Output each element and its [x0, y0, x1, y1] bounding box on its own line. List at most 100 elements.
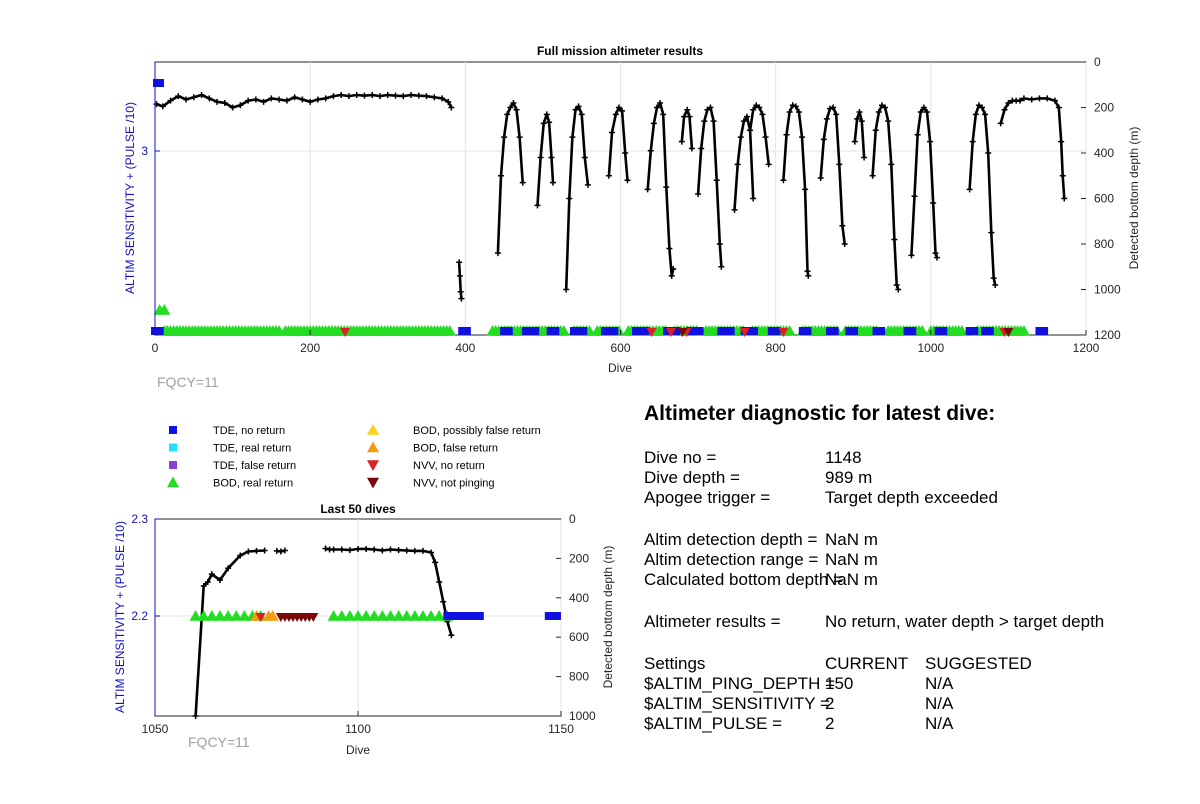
depth-point — [384, 91, 391, 98]
depth-point — [361, 92, 368, 99]
setting-suggested: N/A — [925, 694, 954, 713]
depth-point — [355, 545, 361, 552]
depth-point — [504, 111, 511, 118]
depth-point — [826, 105, 833, 112]
tde-no-return-marker — [934, 327, 943, 335]
diagnostic-title: Altimeter diagnostic for latest dive: — [644, 402, 996, 425]
depth-point — [718, 263, 725, 270]
top-ylabel-right: Detected bottom depth (m) — [1127, 127, 1141, 270]
x-tick-label: 1050 — [142, 722, 169, 736]
depth-point — [858, 118, 865, 125]
depth-series-line — [910, 106, 939, 259]
tde-no-return-marker — [636, 327, 645, 335]
depth-point — [615, 104, 622, 111]
depth-point — [666, 245, 673, 252]
bod-real-return-marker — [327, 610, 340, 621]
depth-point — [516, 134, 523, 141]
bod-real-return-marker — [360, 610, 373, 621]
depth-point — [198, 91, 205, 98]
depth-point — [584, 181, 591, 188]
x-tick-label: 200 — [300, 341, 320, 355]
tde-no-return-marker — [443, 612, 452, 620]
depth-point — [456, 272, 463, 279]
depth-point — [338, 546, 345, 553]
depth-point — [707, 104, 714, 111]
bod-real-return-marker — [153, 304, 166, 315]
bod-real-return-marker — [783, 325, 796, 336]
depth-point — [268, 95, 275, 102]
calc-bottom-label: Calculated bottom depth = — [644, 570, 843, 589]
depth-point — [740, 118, 747, 125]
tde-no-return-marker — [544, 612, 553, 620]
depth-point — [423, 93, 430, 100]
y-right-tick-label: 600 — [569, 630, 589, 644]
bod-real-return-marker — [238, 610, 251, 621]
bottom-xlabel: Dive — [346, 743, 370, 757]
depth-point — [548, 154, 555, 161]
depth-point — [820, 136, 827, 143]
depth-point — [237, 102, 244, 109]
depth-point — [330, 93, 337, 100]
depth-point — [1055, 104, 1062, 111]
bottom-ylabel-left: ALTIM SENSITIVITY + (PULSE /10) — [113, 521, 127, 713]
depth-point — [789, 102, 796, 109]
setting-row: $ALTIM_SENSITIVITY = 2 N/A — [644, 694, 1184, 714]
last-50-dives-chart: Last 50 dives Dive ALTIM SENSITIVITY + (… — [113, 502, 615, 757]
depth-point — [934, 254, 941, 261]
depth-point — [322, 95, 329, 102]
legend-label: TDE, no return — [213, 425, 285, 437]
depth-point — [914, 131, 921, 138]
bod-real-return-marker — [916, 325, 929, 336]
top-chart-title: Full mission altimeter results — [537, 44, 703, 58]
depth-point — [839, 222, 846, 229]
calc-bottom-value: NaN m — [825, 570, 878, 589]
depth-point — [498, 172, 505, 179]
suggested-header: SUGGESTED — [925, 654, 1032, 673]
x-tick-label: 1200 — [1073, 341, 1100, 355]
tde-no-return-marker — [825, 327, 834, 335]
depth-series-line — [457, 262, 463, 299]
detect-depth-label: Altim detection depth = — [644, 530, 818, 549]
depth-point — [972, 111, 979, 118]
y-right-tick-label: 1200 — [1094, 328, 1121, 342]
apogee-label: Apogee trigger = — [644, 488, 771, 507]
tde-no-return-marker — [451, 612, 460, 620]
depth-point — [979, 104, 986, 111]
tde-no-return-marker — [850, 327, 859, 335]
depth-point — [534, 202, 541, 209]
bod-real-return-marker — [416, 610, 429, 621]
depth-point — [261, 547, 268, 554]
depth-point — [192, 713, 199, 719]
y-right-tick-label: 1000 — [1094, 283, 1121, 297]
depth-point — [252, 96, 259, 103]
top-data-layer — [151, 79, 1068, 337]
depth-point — [805, 272, 812, 279]
legend-label: TDE, false return — [213, 460, 296, 472]
depth-point — [291, 94, 298, 101]
depth-point — [229, 104, 236, 111]
y-right-tick-label: 800 — [1094, 237, 1114, 251]
depth-point — [428, 549, 435, 556]
depth-series-line — [968, 103, 997, 286]
depth-point — [747, 127, 754, 134]
y-right-tick-label: 600 — [1094, 192, 1114, 206]
legend-marker-triangle-up — [367, 441, 379, 453]
tde-no-return-marker — [641, 327, 650, 335]
depth-point — [701, 118, 708, 125]
depth-point — [376, 93, 383, 100]
depth-series-line — [646, 101, 675, 278]
depth-point — [765, 161, 772, 168]
depth-point — [713, 177, 720, 184]
bod-real-return-marker — [955, 325, 968, 336]
depth-point — [663, 184, 670, 191]
depth-point — [854, 115, 861, 122]
bottom-ticks: 1050 1100 1150 0 200 400 600 800 1000 2.3 2.2 — [131, 512, 596, 736]
depth-point — [619, 107, 626, 114]
depth-point — [387, 546, 394, 553]
nvv-not-pinging-marker — [1003, 328, 1014, 337]
depth-point — [759, 111, 766, 118]
tde-no-return-marker — [981, 327, 990, 335]
setting-current: 2 — [825, 694, 835, 713]
depth-point — [605, 172, 612, 179]
tde-no-return-marker — [531, 327, 540, 335]
